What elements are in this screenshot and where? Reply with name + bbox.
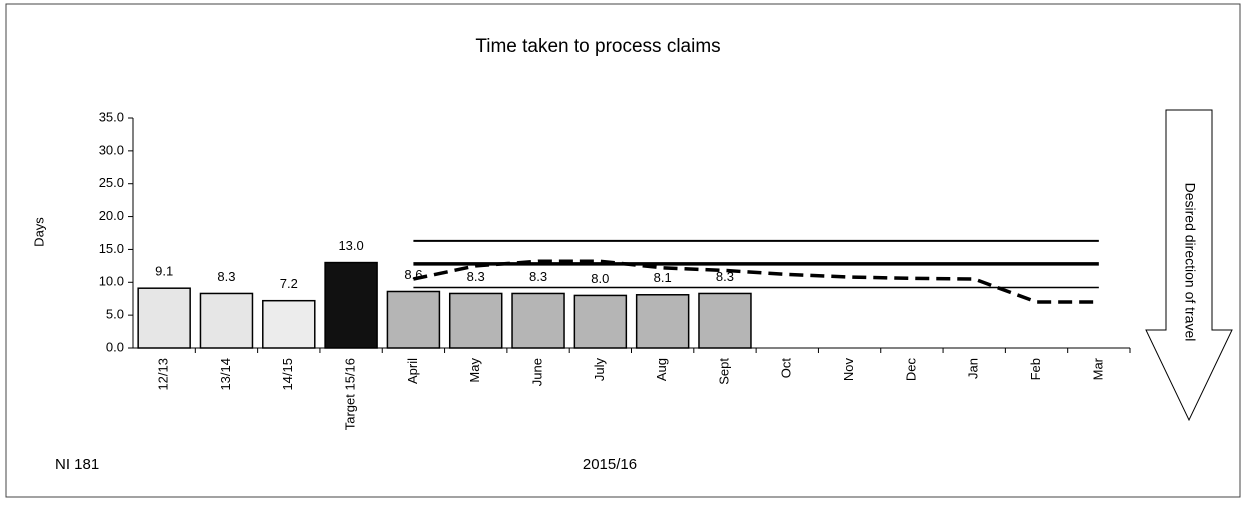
x-axis-label: 2015/16 <box>583 456 637 473</box>
line-series <box>413 259 1099 304</box>
y-tick-label: 15.0 <box>99 241 124 256</box>
x-tick-label: July <box>592 358 607 382</box>
bar <box>386 290 441 349</box>
data-label: 13.0 <box>338 238 363 253</box>
y-tick-label: 35.0 <box>99 109 124 124</box>
data-label: 8.3 <box>716 269 734 284</box>
x-tick-label: Sept <box>716 358 731 385</box>
data-label: 8.6 <box>404 267 422 282</box>
chart-title: Time taken to process claims <box>475 36 720 57</box>
bar <box>262 299 316 349</box>
arrow-label: Desired direction of travel <box>1182 183 1198 342</box>
x-tick-label: June <box>529 358 544 386</box>
x-tick-label: Target 15/16 <box>343 358 358 430</box>
x-tick-label: Aug <box>654 358 669 381</box>
y-tick-label: 25.0 <box>99 175 124 190</box>
y-tick-label: 10.0 <box>99 274 124 289</box>
data-label: 7.2 <box>280 276 298 291</box>
x-tick-label: Oct <box>779 358 794 379</box>
y-tick-label: 30.0 <box>99 142 124 157</box>
x-tick-label: Feb <box>1028 358 1043 380</box>
x-tick-label: 14/15 <box>280 358 295 391</box>
data-label: 8.3 <box>529 269 547 284</box>
x-tick-label: Dec <box>903 358 918 382</box>
data-label: 8.1 <box>654 270 672 285</box>
y-axis-label: Days <box>31 217 46 247</box>
bar <box>698 292 752 349</box>
x-tick-label: Jan <box>966 358 981 379</box>
data-label: 9.1 <box>155 264 173 279</box>
x-tick-label: May <box>467 358 482 383</box>
y-tick-label: 20.0 <box>99 208 124 223</box>
x-tick-label: Nov <box>841 358 856 382</box>
x-tick-label: 13/14 <box>218 358 233 391</box>
x-tick-label: Mar <box>1090 357 1105 380</box>
y-tick-label: 5.0 <box>106 307 124 322</box>
note: NI 181 <box>55 456 99 473</box>
x-tick-label: 12/13 <box>156 358 171 391</box>
bar <box>137 287 191 349</box>
arrow <box>1145 109 1233 422</box>
y-tick-label: 0.0 <box>106 339 124 354</box>
bar <box>511 292 565 349</box>
x-tick-label: April <box>405 358 420 384</box>
frame <box>5 3 1241 498</box>
data-label: 8.3 <box>467 269 485 284</box>
bar <box>448 292 503 349</box>
bar <box>635 294 690 349</box>
data-label: 8.0 <box>591 271 609 286</box>
data-label: 8.3 <box>217 269 235 284</box>
bar <box>573 294 628 349</box>
bar <box>199 292 254 349</box>
bar <box>324 261 378 349</box>
